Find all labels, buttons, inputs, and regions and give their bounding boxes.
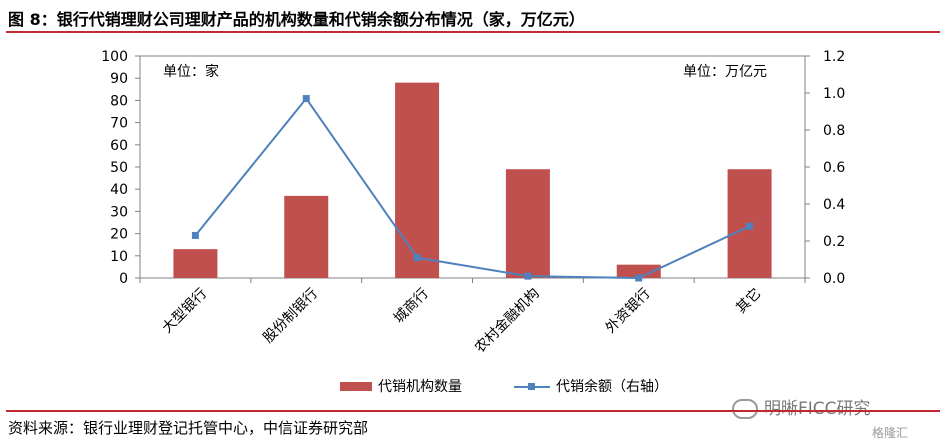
- left-axis-tick-label: 70: [110, 116, 128, 132]
- figure-title: 图 8：银行代销理财公司理财产品的机构数量和代销余额分布情况（家，万亿元）: [8, 10, 585, 29]
- legend-line-label: 代销余额（右轴）: [556, 379, 668, 395]
- bar-大型银行: [173, 249, 218, 278]
- left-axis-tick-label: 10: [110, 249, 128, 265]
- left-axis-tick-label: 30: [110, 204, 128, 220]
- x-axis-category-label: 城商行: [391, 286, 432, 327]
- watermark-text: 明晰FICC研究: [764, 399, 871, 419]
- right-axis-tick-label: 0.6: [823, 160, 845, 176]
- left-unit-label: 单位：家: [163, 64, 219, 80]
- x-axis-category-label: 大型银行: [159, 286, 210, 337]
- right-axis-tick-label: 0.8: [823, 123, 845, 139]
- line-point-外资银行: [635, 274, 643, 282]
- left-axis-tick-label: 100: [101, 49, 128, 65]
- wechat-icon: [732, 399, 758, 419]
- x-axis-category-label: 农村金融机构: [472, 286, 543, 357]
- legend-bar-label: 代销机构数量: [378, 379, 462, 395]
- bar-外资银行: [616, 264, 661, 278]
- line-point-其它: [746, 222, 754, 230]
- left-axis-tick-label: 60: [110, 138, 128, 154]
- watermark: 明晰FICC研究: [732, 394, 871, 419]
- line-point-农村金融机构: [524, 272, 532, 280]
- left-axis-tick-label: 80: [110, 93, 128, 109]
- x-axis-category-label: 股份制银行: [260, 286, 321, 347]
- x-axis-category-label: 其它: [733, 285, 765, 317]
- legend-bar-swatch: [340, 381, 372, 391]
- plot-area-border: [139, 55, 806, 279]
- bar-股份制银行: [284, 195, 329, 278]
- line-series-path: [194, 96, 751, 280]
- left-axis-tick-label: 90: [110, 71, 128, 87]
- right-axis-tick-label: 0.2: [823, 234, 845, 250]
- source-note: 资料来源：银行业理财登记托管中心，中信证券研究部: [8, 419, 369, 437]
- line-point-股份制银行: [302, 95, 310, 103]
- right-axis-tick-label: 1.0: [823, 86, 845, 102]
- corner-logo: 格隆汇: [872, 426, 909, 440]
- title-rule: [6, 31, 940, 33]
- left-axis-tick-label: 40: [110, 182, 128, 198]
- footer-rule: [6, 410, 940, 412]
- right-axis-tick-label: 0.0: [823, 271, 845, 287]
- left-axis-tick-label: 0: [119, 271, 128, 287]
- x-axis-category-label: 外资银行: [603, 286, 654, 337]
- bar-城商行: [395, 82, 440, 278]
- legend-bar-entry: 代销机构数量: [340, 376, 462, 396]
- legend-line-swatch: [514, 382, 550, 391]
- left-axis-tick-label: 20: [110, 227, 128, 243]
- legend-line-entry: 代销余额（右轴）: [514, 376, 668, 396]
- line-point-城商行: [413, 254, 421, 262]
- line-point-大型银行: [191, 231, 199, 239]
- bar-农村金融机构: [505, 169, 550, 278]
- right-axis-tick-label: 1.2: [823, 49, 845, 65]
- right-axis-tick-label: 0.4: [823, 197, 845, 213]
- left-axis-tick-label: 50: [110, 160, 128, 176]
- right-unit-label: 单位：万亿元: [683, 64, 767, 80]
